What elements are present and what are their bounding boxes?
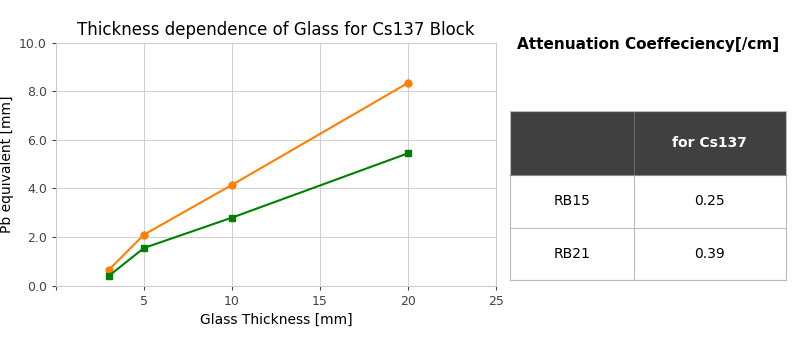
RB15 [403, 151, 413, 155]
RB21 [139, 232, 149, 237]
Line: RB21: RB21 [106, 79, 411, 273]
RB15 [104, 274, 114, 278]
Text: 0.25: 0.25 [694, 194, 726, 208]
Text: RB15: RB15 [554, 194, 590, 208]
RB21 [403, 81, 413, 85]
RB21 [104, 268, 114, 272]
RB21 [227, 183, 237, 187]
Title: Thickness dependence of Glass for Cs137 Block: Thickness dependence of Glass for Cs137 … [77, 20, 475, 39]
Text: RB21: RB21 [554, 247, 590, 261]
Text: 0.39: 0.39 [694, 247, 726, 261]
X-axis label: Glass Thickness [mm]: Glass Thickness [mm] [200, 313, 352, 327]
Line: RB15: RB15 [106, 150, 411, 280]
RB15 [139, 246, 149, 250]
Text: Attenuation Coeffeciency[/cm]: Attenuation Coeffeciency[/cm] [517, 37, 779, 52]
Bar [510, 228, 786, 280]
Text: for Cs137: for Cs137 [673, 136, 747, 150]
Bar [510, 111, 786, 175]
Bar [510, 175, 786, 228]
RB15 [227, 216, 237, 220]
Y-axis label: Pb equivalent [mm]: Pb equivalent [mm] [0, 95, 14, 233]
